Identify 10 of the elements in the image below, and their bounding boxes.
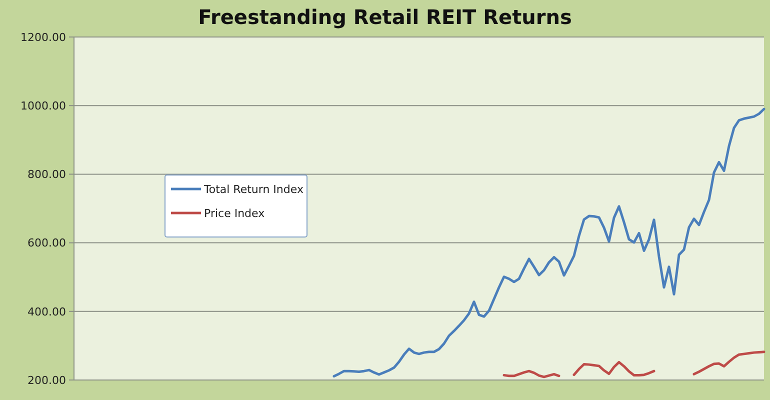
y-tick-label: 200.00 [28, 374, 66, 387]
line-series [332, 108, 766, 378]
legend-label: Price Index [204, 206, 266, 220]
legend-label: Total Return Index [203, 182, 304, 196]
y-tick-label: 800.00 [28, 168, 66, 182]
y-tick-label: 400.00 [28, 305, 66, 318]
y-tick-label: 600.00 [28, 236, 66, 250]
y-tick-label: 1200.00 [20, 30, 66, 44]
y-tick-label: 1000.00 [20, 99, 66, 112]
chart-title: Freestanding Retail REIT Returns [198, 5, 572, 29]
